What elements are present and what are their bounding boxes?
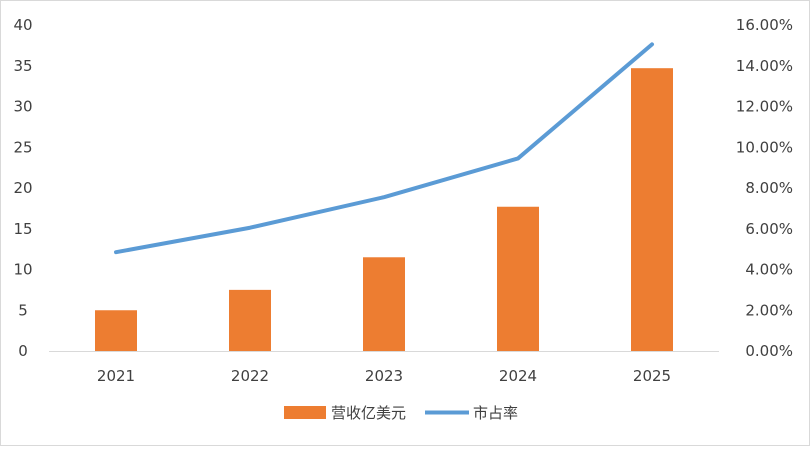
y-left-tick-label: 40 [13, 16, 32, 34]
y-right-tick-label: 0.00% [745, 342, 793, 360]
y-left-tick-label: 35 [13, 57, 32, 75]
line-market-share [114, 42, 654, 255]
axes-layer: 05101520253035400.00%2.00%4.00%6.00%8.00… [13, 16, 793, 385]
y-left-tick-label: 30 [13, 98, 32, 116]
bar-revenue-2021 [95, 310, 137, 351]
x-tick-label: 2021 [97, 367, 135, 385]
y-left-tick-label: 5 [18, 301, 28, 319]
x-tick-label: 2022 [231, 367, 269, 385]
x-tick-label: 2024 [499, 367, 537, 385]
y-left-tick-label: 25 [13, 138, 32, 156]
y-right-tick-label: 4.00% [745, 261, 793, 279]
x-tick-label: 2025 [633, 367, 671, 385]
y-left-tick-label: 20 [13, 179, 32, 197]
y-right-tick-label: 2.00% [745, 301, 793, 319]
y-right-tick-label: 10.00% [736, 138, 793, 156]
legend: 营收亿美元 市占率 [284, 404, 518, 422]
legend-label-market-share: 市占率 [473, 404, 518, 422]
bar-revenue-2022 [229, 289, 271, 351]
y-right-tick-label: 8.00% [745, 179, 793, 197]
y-left-tick-label: 10 [13, 261, 32, 279]
legend-label-revenue: 营收亿美元 [331, 404, 406, 422]
y-right-tick-label: 16.00% [736, 16, 793, 34]
bars-layer [95, 68, 673, 351]
line-layer [114, 42, 654, 255]
bar-revenue-2023 [363, 257, 405, 351]
bar-revenue-2025 [631, 68, 673, 351]
y-right-tick-label: 12.00% [736, 98, 793, 116]
y-right-tick-label: 6.00% [745, 220, 793, 238]
y-left-tick-label: 0 [18, 342, 28, 360]
x-tick-label: 2023 [365, 367, 403, 385]
y-left-tick-label: 15 [13, 220, 32, 238]
y-right-tick-label: 14.00% [736, 57, 793, 75]
bar-revenue-2024 [497, 206, 539, 351]
legend-swatch-revenue [284, 406, 326, 419]
